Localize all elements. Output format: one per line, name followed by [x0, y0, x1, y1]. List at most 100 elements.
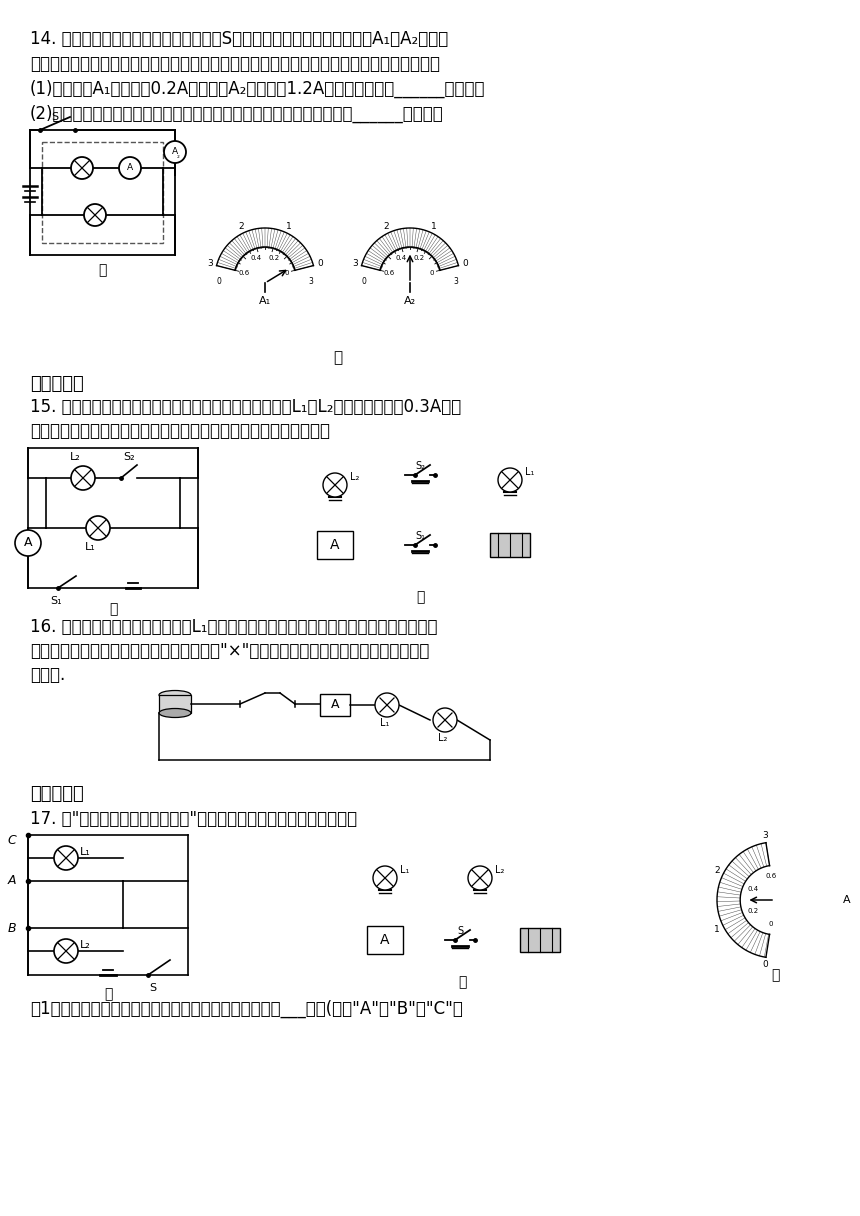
Text: 三、作图题: 三、作图题	[30, 375, 83, 393]
Text: A: A	[380, 933, 390, 947]
Text: L₂: L₂	[439, 733, 448, 743]
Text: 14. 如图甲所示，电源电压不变，当开关S闭合时，两个完全一样的电流表A₁和A₂都有示: 14. 如图甲所示，电源电压不变，当开关S闭合时，两个完全一样的电流表A₁和A₂…	[30, 30, 448, 47]
Ellipse shape	[159, 709, 191, 717]
Text: S: S	[150, 983, 157, 993]
Bar	[159, 696, 191, 713]
Text: 你依据图甲所示电路图连接图乙所示实物电路图（导线不能交叉）。: 你依据图甲所示电路图连接图乙所示实物电路图（导线不能交叉）。	[30, 422, 330, 440]
Text: L₂: L₂	[70, 452, 80, 462]
Text: 0.4: 0.4	[747, 885, 759, 891]
Text: 0.6: 0.6	[238, 270, 249, 276]
Circle shape	[375, 693, 399, 717]
Circle shape	[119, 157, 141, 179]
Text: S₂: S₂	[123, 452, 135, 462]
Text: 0.4: 0.4	[395, 255, 406, 261]
Text: 0: 0	[762, 959, 768, 969]
Text: A: A	[330, 537, 340, 552]
Text: 0: 0	[429, 270, 433, 276]
Text: L₂: L₂	[495, 865, 504, 876]
Text: 1: 1	[715, 925, 720, 934]
Text: A: A	[127, 163, 133, 173]
Text: 0.6: 0.6	[383, 270, 395, 276]
Text: 甲: 甲	[98, 263, 106, 277]
Text: A₁: A₁	[259, 295, 271, 306]
Text: 0.4: 0.4	[250, 255, 261, 261]
Text: 15. 同学们用电流表测量并联电路中的电流，已知通过灯L₁和L₂的电流都不超过0.3A，请: 15. 同学们用电流表测量并联电路中的电流，已知通过灯L₁和L₂的电流都不超过0…	[30, 398, 461, 416]
Text: C: C	[8, 834, 16, 848]
Circle shape	[164, 141, 186, 163]
Text: 0: 0	[284, 270, 289, 276]
Circle shape	[498, 468, 522, 492]
Text: A: A	[8, 874, 16, 888]
Text: 2: 2	[238, 223, 243, 231]
Text: L₁: L₁	[84, 542, 95, 552]
Text: L₁: L₁	[80, 848, 91, 857]
Text: 0: 0	[463, 259, 468, 269]
Text: 0: 0	[317, 259, 323, 269]
Text: 0.2: 0.2	[414, 255, 425, 261]
Text: 17. 在"探究并联电路的电流规律"的实验中，如图甲是实验的电路图。: 17. 在"探究并联电路的电流规律"的实验中，如图甲是实验的电路图。	[30, 810, 357, 828]
Text: 3: 3	[762, 832, 768, 840]
Circle shape	[433, 708, 457, 732]
Circle shape	[15, 530, 41, 556]
Bar	[520, 928, 560, 952]
Text: L₁: L₁	[525, 467, 534, 477]
Circle shape	[71, 466, 95, 490]
Text: (1)若电流表A₁的示数为0.2A，电流表A₂的示数为1.2A，则虚线框内有______个灯泡。: (1)若电流表A₁的示数为0.2A，电流表A₂的示数为1.2A，则虚线框内有__…	[30, 80, 486, 98]
Text: 0.2: 0.2	[269, 255, 280, 261]
Text: 甲: 甲	[104, 987, 112, 1001]
Text: 0: 0	[769, 922, 773, 928]
Circle shape	[468, 866, 492, 890]
Text: L₁: L₁	[400, 865, 409, 876]
Text: 0: 0	[361, 277, 366, 287]
Text: 3: 3	[453, 277, 458, 287]
Circle shape	[71, 157, 93, 179]
Text: 乙: 乙	[334, 350, 342, 365]
Text: L₂: L₂	[80, 940, 91, 950]
Bar	[320, 694, 350, 716]
Text: 丙: 丙	[771, 968, 779, 983]
Text: 要交叉.: 要交叉.	[30, 666, 65, 683]
Text: 1: 1	[286, 223, 292, 231]
Text: L₁: L₁	[380, 717, 390, 728]
Text: A: A	[24, 536, 33, 550]
Bar	[317, 531, 353, 559]
Text: 16. 小李同学测量某电路中小灯泡L₁的电流时，所连的实物图如图所示，请检查如图的连: 16. 小李同学测量某电路中小灯泡L₁的电流时，所连的实物图如图所示，请检查如图…	[30, 618, 438, 636]
Text: 2: 2	[715, 866, 720, 876]
Text: 甲: 甲	[109, 602, 117, 617]
Text: S₁: S₁	[415, 531, 425, 541]
Text: S₂: S₂	[415, 461, 425, 471]
Text: (2)若小明观察到两个电流表指针偏转如图乙所示，请你推测虚线框内有______个灯泡。: (2)若小明观察到两个电流表指针偏转如图乙所示，请你推测虚线框内有______个…	[30, 105, 444, 123]
Text: 0: 0	[217, 277, 221, 287]
Circle shape	[373, 866, 397, 890]
Text: S₁: S₁	[50, 596, 62, 606]
Text: 线是否有错，若有错，请在有错的连线上打"×"，并在图中画出正确的连线，注意连线不: 线是否有错，若有错，请在有错的连线上打"×"，并在图中画出正确的连线，注意连线不	[30, 642, 429, 660]
Text: A: A	[843, 895, 851, 905]
Text: 0.2: 0.2	[747, 908, 759, 914]
Circle shape	[86, 516, 110, 540]
Text: A: A	[331, 698, 339, 711]
Text: B: B	[8, 922, 16, 935]
Text: L₂: L₂	[350, 472, 359, 482]
Bar	[490, 533, 530, 557]
Text: 1: 1	[432, 223, 437, 231]
Circle shape	[323, 473, 347, 497]
Text: （1）若要测量干路中的电流，则电流表应接在图甲中的___点；(选填"A"、"B"或"C"）: （1）若要测量干路中的电流，则电流表应接在图甲中的___点；(选填"A"、"B"…	[30, 1000, 463, 1018]
Text: A: A	[172, 147, 178, 157]
Text: 0.6: 0.6	[765, 873, 777, 878]
Text: 2: 2	[383, 223, 389, 231]
Circle shape	[54, 846, 78, 869]
Text: A₂: A₂	[404, 295, 416, 306]
Circle shape	[54, 939, 78, 963]
Bar	[367, 927, 403, 955]
Text: 3: 3	[352, 259, 358, 269]
Text: 乙: 乙	[416, 590, 424, 604]
Ellipse shape	[159, 691, 191, 699]
Text: S: S	[52, 112, 58, 122]
Bar	[42, 142, 163, 243]
Text: 3: 3	[309, 277, 313, 287]
Text: 四、实验题: 四、实验题	[30, 786, 83, 803]
Text: 数，虚线框内并联的小灯泡数量未知，且每条支路上只有一个小灯泡，小灯泡的规格都一样。: 数，虚线框内并联的小灯泡数量未知，且每条支路上只有一个小灯泡，小灯泡的规格都一样…	[30, 55, 440, 73]
Circle shape	[84, 204, 106, 226]
Text: 乙: 乙	[458, 975, 466, 989]
Text: 3: 3	[207, 259, 212, 269]
